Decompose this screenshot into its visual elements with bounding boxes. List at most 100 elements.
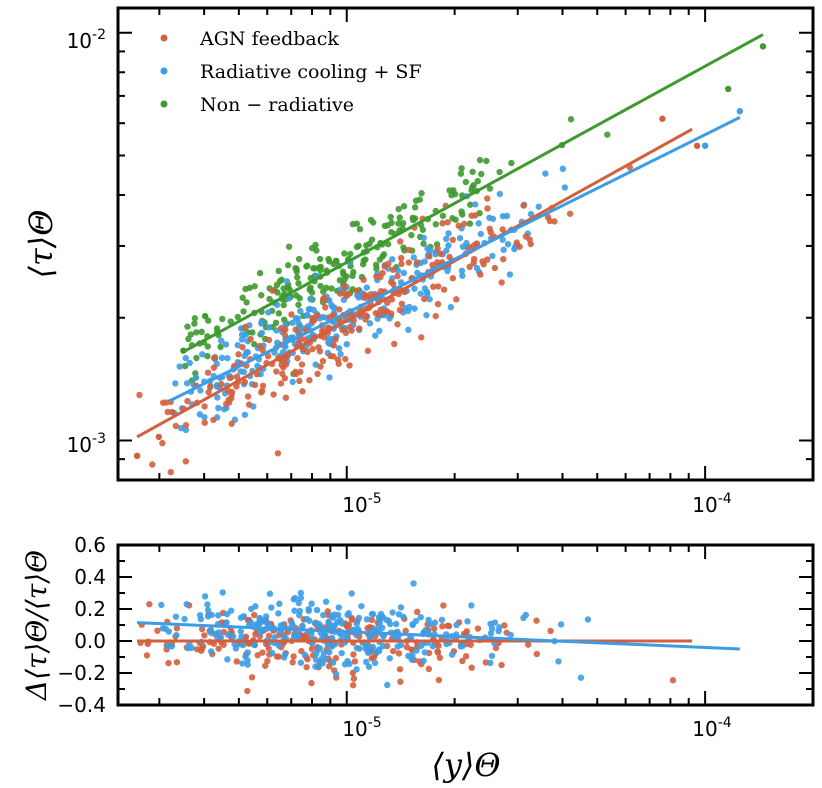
main-point-agn [201,403,208,410]
main-point-radiative [254,362,261,370]
main-xtick-label-1e-4: 10-4 [692,491,732,517]
main-point-nonradiative [367,216,375,224]
main-point-radiative [559,165,567,173]
main-point-agn [330,342,337,349]
main-point-nonradiative [193,354,200,362]
residual-point-radiative [295,599,302,607]
main-point-agn [397,238,404,245]
main-ytick-label-1e-2: 10-2 [67,27,106,53]
main-point-nonradiative [355,242,362,249]
main-point-nonradiative [458,165,465,172]
main-point-nonradiative [341,250,348,257]
main-point-agn [205,389,212,396]
main-point-agn [201,419,208,426]
main-point-agn [210,354,218,362]
main-point-agn [421,295,428,303]
residual-point-radiative [224,631,232,638]
main-point-nonradiative [249,329,256,336]
main-point-agn [247,335,254,343]
residual-point-radiative [313,606,321,614]
main-point-nonradiative [191,320,198,327]
main-point-agn [551,218,558,225]
main-point-nonradiative [483,157,490,165]
main-point-agn [430,283,437,290]
residual-point-agn [349,682,357,689]
residual-point-agn [265,632,273,639]
main-point-agn [391,340,398,348]
residual-point-radiative [322,632,329,639]
main-point-radiative [447,303,455,311]
main-point-radiative [258,319,265,326]
residual-panel-background [118,545,813,705]
main-point-nonradiative [234,313,242,321]
main-point-radiative [527,210,535,218]
residual-ytick-label: 0.6 [74,533,106,557]
residual-point-agn [468,664,475,671]
main-point-nonradiative [360,257,367,264]
main-point-agn [439,220,446,227]
main-point-radiative [400,269,408,277]
main-point-nonradiative [239,294,246,301]
residual-point-radiative [438,616,446,624]
main-point-nonradiative [395,205,402,213]
main-point-agn [372,309,380,317]
residual-point-radiative [384,681,391,689]
main-point-radiative [423,312,430,319]
residual-point-radiative [281,634,288,641]
residual-point-radiative [208,629,215,637]
main-point-agn [453,296,460,303]
residual-point-radiative [389,609,396,616]
main-point-radiative [388,256,396,263]
main-point-agn [251,381,259,389]
main-point-radiative [218,354,226,362]
residual-point-radiative [237,614,245,621]
main-point-nonradiative [368,236,376,243]
main-point-nonradiative [256,269,264,277]
main-point-nonradiative [308,289,316,296]
main-point-radiative [222,341,230,348]
legend-marker-radiative [160,67,168,75]
main-point-agn [244,393,252,400]
main-point-radiative [475,220,482,227]
main-point-agn [299,388,306,395]
main-point-nonradiative [285,243,293,250]
residual-point-agn [498,661,505,669]
main-point-agn [297,368,304,375]
residual-point-radiative [204,601,211,608]
main-point-agn [273,368,280,375]
residual-point-radiative [376,619,384,626]
residual-ytick-label: −0.4 [57,693,106,717]
main-point-nonradiative [467,201,474,208]
residual-point-radiative [291,607,298,614]
residual-point-radiative [315,620,323,628]
main-point-nonradiative [486,185,494,192]
main-point-radiative [561,184,569,191]
main-point-nonradiative [388,219,395,227]
residual-point-agn [524,641,532,648]
residual-point-radiative [223,610,231,618]
residual-point-radiative [420,657,427,665]
main-point-radiative [306,305,314,313]
main-point-agn [277,380,285,387]
residual-point-agn [244,687,251,695]
main-point-agn [256,342,264,350]
main-point-nonradiative [347,250,354,258]
main-point-agn [390,280,397,288]
main-point-radiative [289,378,296,386]
main-point-nonradiative [432,221,439,228]
main-point-agn [241,378,249,386]
residual-point-radiative [366,634,374,641]
residual-point-radiative [173,632,180,639]
main-point-agn [435,283,442,290]
residual-point-radiative [348,590,355,597]
main-point-nonradiative [328,285,335,292]
residual-panel: 0.6 0.4 0.2 0.0 −0.2 −0.4 10-5 10-4 Δ⟨τ⟩… [20,533,815,784]
main-point-radiative [186,359,193,367]
residual-point-agn [165,659,172,667]
residual-point-radiative [328,612,335,620]
main-point-nonradiative [280,285,287,292]
main-point-agn [329,312,337,319]
residual-point-agn [368,655,376,662]
main-point-agn [163,399,170,406]
main-point-radiative [471,201,479,208]
